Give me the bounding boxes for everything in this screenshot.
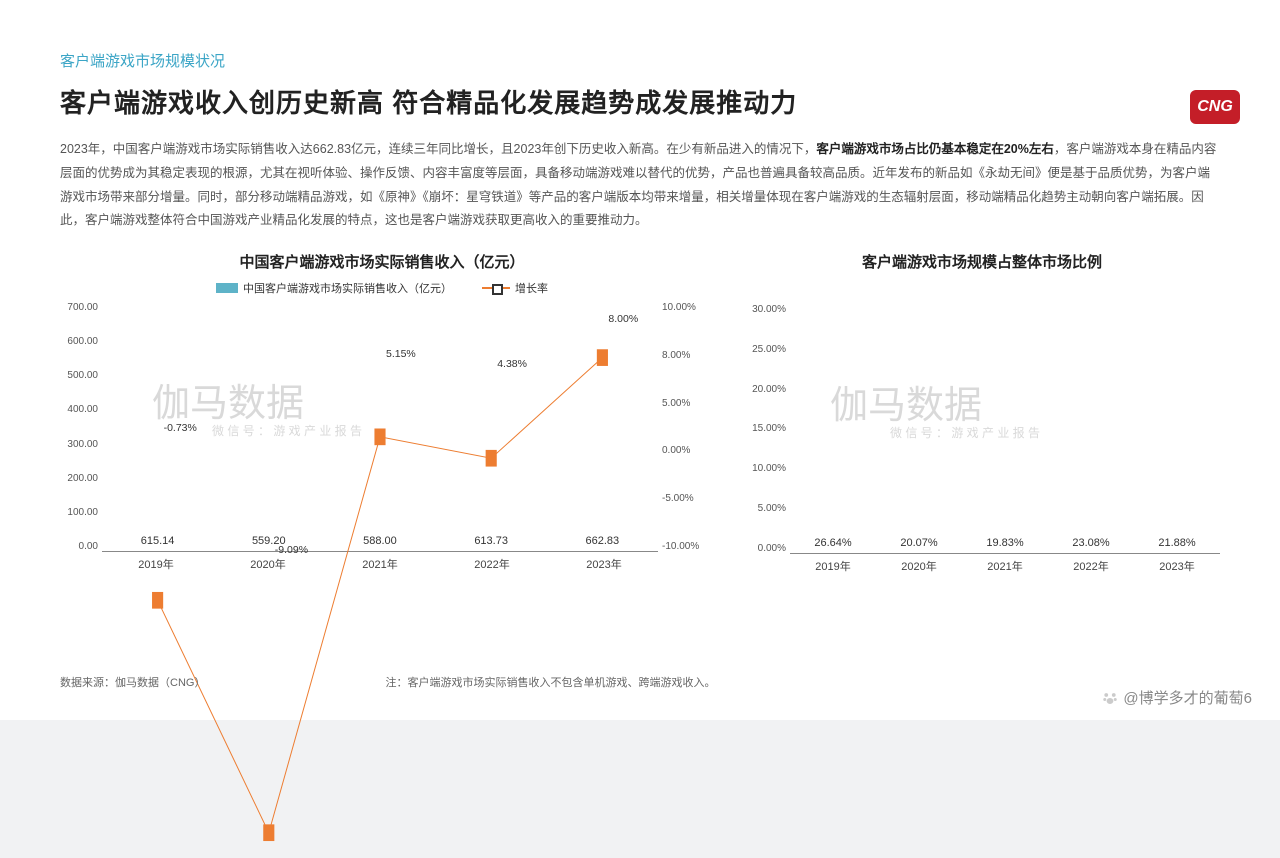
x-tick: 2022年 <box>1057 558 1126 574</box>
y-tick: 400.00 <box>60 404 98 415</box>
y-tick: 100.00 <box>60 507 98 518</box>
y2-tick: -5.00% <box>662 493 704 504</box>
x-tick: 2019年 <box>111 556 201 572</box>
brand-logo: CNG <box>1190 90 1240 124</box>
legend-bar-swatch <box>216 283 238 293</box>
plot-area: 伽马数据 微 信 号 ： 游 戏 产 业 报 告 26.64%20.07%19.… <box>790 304 1220 554</box>
x-tick: 2022年 <box>447 556 537 572</box>
y-tick: 500.00 <box>60 370 98 381</box>
x-tick: 2020年 <box>223 556 313 572</box>
body-paragraph: 2023年，中国客户端游戏市场实际销售收入达662.83亿元，连续三年同比增长，… <box>60 138 1220 233</box>
attribution: @博学多才的葡萄6 <box>1101 687 1252 708</box>
line-value-label: -0.73% <box>164 422 197 434</box>
bars: 26.64% 20.07% 19.83% 23.08% 21.88% <box>790 304 1220 553</box>
footer: 数据来源：伽马数据（CNG） 注：客户端游戏市场实际销售收入不包含单机游戏、跨端… <box>60 674 1220 690</box>
y-tick: 15.00% <box>744 423 786 434</box>
revenue-chart: 中国客户端游戏市场实际销售收入（亿元） 中国客户端游戏市场实际销售收入（亿元） … <box>60 251 704 574</box>
bar-value-label: 613.73 <box>474 535 508 547</box>
y-tick: 0.00% <box>744 543 786 554</box>
legend-line-label: 增长率 <box>515 280 548 296</box>
chart-plot: 30.00% 25.00% 20.00% 15.00% 10.00% 5.00% 0.00%… <box>744 304 1220 554</box>
bar-value-label: 23.08% <box>1072 537 1109 549</box>
x-tick: 2021年 <box>335 556 425 572</box>
x-axis: 2019年 2020年 2021年 2022年 2023年 <box>60 556 704 572</box>
category-label: 客户端游戏市场规模状况 <box>60 50 1220 71</box>
y-tick: 0.00 <box>60 541 98 552</box>
y-tick: 600.00 <box>60 336 98 347</box>
x-tick: 2023年 <box>559 556 649 572</box>
line-value-label: 8.00% <box>608 313 638 325</box>
y-tick: 300.00 <box>60 439 98 450</box>
legend-line: 增长率 <box>482 280 548 296</box>
y2-tick: 5.00% <box>662 398 704 409</box>
x-axis: 2019年 2020年 2021年 2022年 2023年 <box>744 558 1220 574</box>
y2-tick: 8.00% <box>662 350 704 361</box>
bar-value-label: 662.83 <box>586 535 620 547</box>
chart-title: 中国客户端游戏市场实际销售收入（亿元） <box>60 251 704 272</box>
bar-value-label: 21.88% <box>1158 537 1195 549</box>
report-page: CNG 客户端游戏市场规模状况 客户端游戏收入创历史新高 符合精品化发展趋势成发… <box>0 0 1280 720</box>
chart-legend: 中国客户端游戏市场实际销售收入（亿元） 增长率 <box>60 280 704 296</box>
x-tick: 2023年 <box>1143 558 1212 574</box>
paw-icon <box>1101 689 1119 707</box>
bar-value-label: 20.07% <box>900 537 937 549</box>
body-pre: 2023年，中国客户端游戏市场实际销售收入达662.83亿元，连续三年同比增长，… <box>60 142 816 156</box>
y2-tick: 0.00% <box>662 445 704 456</box>
y-axis-right: 10.00% 8.00% 5.00% 0.00% -5.00% -10.00% <box>658 302 704 552</box>
y-tick: 25.00% <box>744 344 786 355</box>
y2-tick: -10.00% <box>662 541 704 552</box>
footer-source: 数据来源：伽马数据（CNG） <box>60 674 205 690</box>
legend-line-swatch <box>482 287 510 289</box>
bar-value-label: 26.64% <box>814 537 851 549</box>
x-tick: 2020年 <box>885 558 954 574</box>
y-tick: 30.00% <box>744 304 786 315</box>
attribution-text: @博学多才的葡萄6 <box>1123 687 1252 708</box>
line-value-label: 5.15% <box>386 348 416 360</box>
line-value-label: 4.38% <box>497 358 527 370</box>
charts-container: 中国客户端游戏市场实际销售收入（亿元） 中国客户端游戏市场实际销售收入（亿元） … <box>60 251 1220 574</box>
y-axis-left: 30.00% 25.00% 20.00% 15.00% 10.00% 5.00% 0.00% <box>744 304 790 554</box>
y-tick: 10.00% <box>744 463 786 474</box>
bar-value-label: 19.83% <box>986 537 1023 549</box>
x-tick: 2021年 <box>971 558 1040 574</box>
line-value-label: -9.09% <box>275 544 308 556</box>
x-tick: 2019年 <box>799 558 868 574</box>
plot-area: 伽马数据 微 信 号 ： 游 戏 产 业 报 告 615.14559.20588… <box>102 302 658 552</box>
legend-bar-label: 中国客户端游戏市场实际销售收入（亿元） <box>243 280 452 296</box>
y-tick: 20.00% <box>744 384 786 395</box>
page-title: 客户端游戏收入创历史新高 符合精品化发展趋势成发展推动力 <box>60 83 1220 120</box>
chart-title: 客户端游戏市场规模占整体市场比例 <box>744 251 1220 272</box>
body-highlight: 客户端游戏市场占比仍基本稳定在20%左右 <box>816 142 1054 156</box>
y-tick: 200.00 <box>60 473 98 484</box>
bar-value-label: 615.14 <box>141 535 175 547</box>
footer-note: 注：客户端游戏市场实际销售收入不包含单机游戏、跨端游戏收入。 <box>385 674 715 690</box>
y-tick: 700.00 <box>60 302 98 313</box>
y-axis-left: 700.00 600.00 500.00 400.00 300.00 200.00 100.… <box>60 302 102 552</box>
bar-value-label: 588.00 <box>363 535 397 547</box>
y-tick: 5.00% <box>744 503 786 514</box>
share-chart: 客户端游戏市场规模占整体市场比例 30.00% 25.00% 20.00% 15.00… <box>744 251 1220 574</box>
legend-bar: 中国客户端游戏市场实际销售收入（亿元） <box>216 280 452 296</box>
y2-tick: 10.00% <box>662 302 704 313</box>
chart-plot: 700.00 600.00 500.00 400.00 300.00 200.00 100.… <box>60 302 704 552</box>
